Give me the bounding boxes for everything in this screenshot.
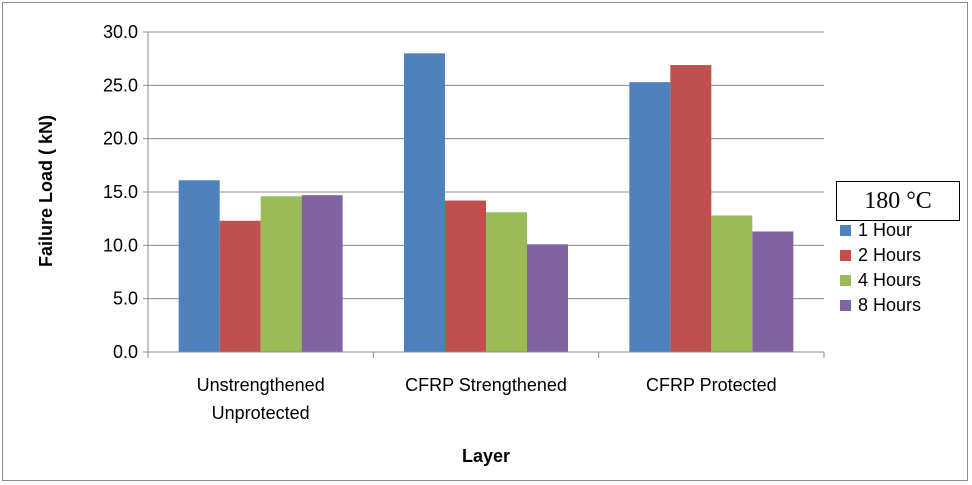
y-tick-label: 0.0 <box>113 342 138 362</box>
bar <box>486 212 527 352</box>
legend-item: 1 Hour <box>840 218 912 242</box>
y-tick-label: 30.0 <box>103 22 138 42</box>
bar <box>219 220 261 352</box>
y-tick-label: 15.0 <box>103 182 138 202</box>
legend-label: 2 Hours <box>858 245 922 265</box>
x-tick-label: Unprotected <box>212 403 310 423</box>
bar <box>752 231 794 352</box>
x-tick-label: CFRP Protected <box>646 375 777 395</box>
bar <box>301 195 343 352</box>
legend-item: 8 Hours <box>840 293 921 317</box>
x-tick-label: CFRP Strengthened <box>405 375 567 395</box>
y-tick-label: 25.0 <box>103 75 138 95</box>
x-tick-label: Unstrengthened <box>197 375 325 395</box>
bar <box>445 200 486 352</box>
legend-title: 180 °C <box>836 181 960 221</box>
bars <box>178 53 794 353</box>
legend-item: 2 Hours <box>840 243 921 267</box>
y-axis-label: Failure Load ( kN) <box>36 115 56 267</box>
bar <box>629 82 671 352</box>
y-tick-label: 20.0 <box>103 129 138 149</box>
bar <box>260 196 302 352</box>
y-tick-label: 5.0 <box>113 289 138 309</box>
y-tick-label: 10.0 <box>103 235 138 255</box>
bar <box>670 65 712 353</box>
legend-item: 4 Hours <box>840 268 921 292</box>
legend-swatch <box>840 274 851 286</box>
bar <box>404 53 445 352</box>
legend-label: 4 Hours <box>858 270 922 290</box>
legend-label: 8 Hours <box>858 295 922 315</box>
axes: 0.0 5.0 10.0 15.0 20.0 25.0 30.0 Unstrengthened… <box>103 22 825 423</box>
legend-label: 1 Hour <box>858 220 913 240</box>
bar <box>711 215 753 352</box>
legend-swatch <box>840 249 851 261</box>
legend-swatch <box>840 299 851 311</box>
legend-swatch <box>840 224 851 236</box>
bar <box>527 244 568 352</box>
x-axis-label: Layer <box>462 446 510 466</box>
bar <box>178 180 220 352</box>
